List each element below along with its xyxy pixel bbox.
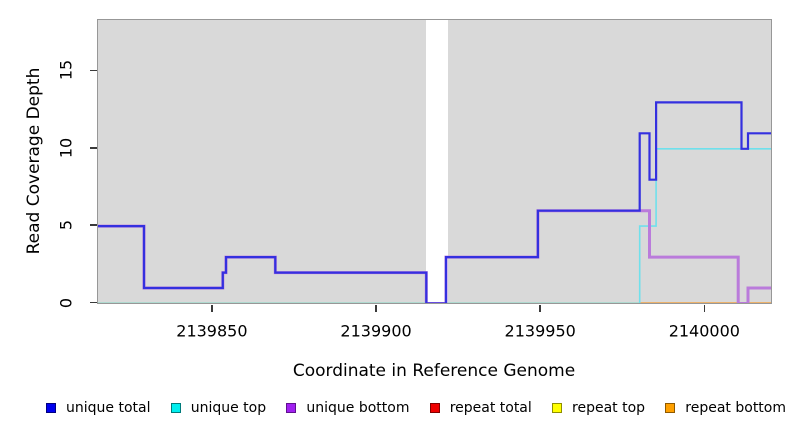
x-tick-label: 2140000 <box>668 321 740 341</box>
legend-item-unique-top: unique top <box>170 400 267 416</box>
y-tick-mark <box>89 69 97 72</box>
series-unique-total-line <box>98 101 771 303</box>
legend-item-repeat-bottom: repeat bottom <box>665 400 786 416</box>
legend-swatch-icon <box>46 403 56 413</box>
coverage-lines-svg <box>98 101 771 303</box>
legend-item-label: repeat total <box>449 400 532 416</box>
legend-item-unique-total: unique total <box>46 400 150 416</box>
y-axis-title: Read Coverage Depth <box>24 67 44 255</box>
legend-item-label: unique total <box>66 400 151 416</box>
x-tick-mark <box>703 305 706 312</box>
legend-item-unique-bottom: unique bottom <box>286 400 409 416</box>
y-tick-mark <box>89 147 97 149</box>
plot-area <box>97 19 772 304</box>
y-tick-mark <box>89 301 97 304</box>
legend-item-repeat-total: repeat total <box>429 400 532 416</box>
legend-swatch-icon <box>552 403 563 413</box>
legend-item-label: repeat top <box>572 400 646 416</box>
x-tick-label: 2139900 <box>340 321 412 341</box>
x-tick-label: 2139850 <box>176 321 248 341</box>
y-tick-label: 5 <box>56 220 76 231</box>
legend-swatch-icon <box>665 403 676 413</box>
legend-item-label: unique bottom <box>306 400 410 416</box>
x-axis-title: Coordinate in Reference Genome <box>292 361 576 381</box>
legend-item-label: unique top <box>190 400 267 416</box>
series-unique-bottom-line <box>98 209 771 303</box>
x-tick-mark <box>375 305 377 312</box>
x-tick-mark <box>539 305 541 312</box>
x-tick-mark <box>211 305 213 312</box>
series-unique-top-line <box>98 148 771 303</box>
y-tick-label: 0 <box>56 297 76 308</box>
x-tick-label: 2139950 <box>504 321 576 341</box>
y-tick-label: 15 <box>56 60 76 81</box>
legend-swatch-icon <box>286 403 297 413</box>
masked-coverage-gap <box>426 20 448 303</box>
legend-item-label: repeat bottom <box>685 400 786 416</box>
legend-item-repeat-top: repeat top <box>552 400 645 416</box>
y-tick-mark <box>89 224 97 226</box>
y-tick-label: 10 <box>56 137 76 158</box>
legend-swatch-icon <box>170 403 181 413</box>
legend-swatch-icon <box>429 403 440 413</box>
legend: unique total unique top unique bottom repea… <box>46 397 786 419</box>
